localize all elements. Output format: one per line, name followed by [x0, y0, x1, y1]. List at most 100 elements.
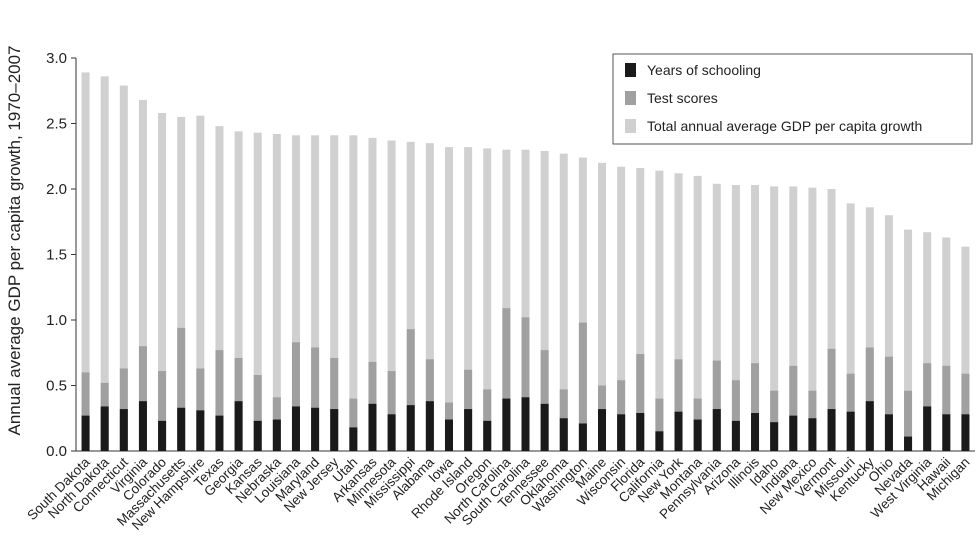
bar-years-schooling: [502, 398, 511, 451]
bar-years-schooling: [464, 409, 473, 451]
y-tick-label: 2.0: [46, 181, 67, 198]
bar-years-schooling: [598, 409, 607, 451]
bar-test-scores: [961, 373, 970, 451]
bar-total-growth: [521, 149, 530, 451]
bar-years-schooling: [578, 423, 587, 451]
bar-total-growth: [617, 166, 626, 452]
bar-years-schooling: [387, 414, 396, 451]
bar-test-scores: [349, 398, 358, 451]
bar-total-growth: [731, 185, 740, 451]
bar-total-growth: [961, 246, 970, 451]
bar-test-scores: [502, 308, 511, 451]
bar-total-growth: [636, 168, 645, 452]
bar-total-growth: [865, 207, 874, 451]
bar-years-schooling: [961, 414, 970, 451]
bar-years-schooling: [521, 397, 530, 451]
bar-years-schooling: [100, 406, 109, 451]
bar-total-growth: [291, 135, 300, 452]
bar-test-scores: [865, 347, 874, 451]
bar-years-schooling: [655, 431, 664, 451]
bar-years-schooling: [770, 422, 779, 451]
bar-total-growth: [311, 135, 320, 452]
bar-total-growth: [425, 143, 434, 451]
bar-years-schooling: [81, 415, 90, 451]
bar-years-schooling: [234, 401, 243, 451]
y-tick-label: 0.0: [46, 443, 67, 460]
bar-test-scores: [712, 360, 721, 451]
bar-years-schooling: [617, 414, 626, 451]
bar-total-growth: [119, 85, 128, 451]
bar-years-schooling: [291, 406, 300, 451]
bar-total-growth: [884, 215, 893, 451]
bar-test-scores: [770, 390, 779, 451]
bar-years-schooling: [119, 409, 128, 451]
bar-total-growth: [483, 148, 492, 451]
bar-total-growth: [923, 232, 932, 451]
bar-years-schooling: [138, 401, 147, 451]
bar-years-schooling: [158, 420, 167, 451]
bar-test-scores: [827, 348, 836, 451]
bar-years-schooling: [674, 411, 683, 451]
bar-total-growth: [234, 131, 243, 452]
bar-test-scores: [884, 356, 893, 451]
bar-years-schooling: [751, 413, 760, 451]
bar-test-scores: [636, 354, 645, 451]
bar-total-growth: [330, 135, 339, 452]
y-axis-label: Annual average GDP per capita growth, 19…: [5, 45, 24, 435]
bar-test-scores: [138, 346, 147, 451]
bar-test-scores: [177, 327, 186, 451]
bar-total-growth: [712, 183, 721, 451]
bar-total-growth: [693, 175, 702, 451]
bar-years-schooling: [865, 401, 874, 451]
bar-years-schooling: [368, 403, 377, 451]
bar-test-scores: [751, 363, 760, 451]
bar-total-growth: [559, 153, 568, 451]
bar-total-growth: [540, 151, 549, 451]
y-tick-label: 3.0: [46, 50, 67, 67]
legend-years-schooling-swatch: [625, 63, 636, 77]
bar-total-growth: [827, 189, 836, 451]
bar-test-scores: [521, 317, 530, 451]
bar-test-scores: [674, 359, 683, 451]
bar-test-scores: [540, 350, 549, 451]
bar-test-scores: [789, 365, 798, 451]
bar-test-scores: [291, 342, 300, 451]
bar-total-growth: [158, 113, 167, 452]
bar-test-scores: [81, 372, 90, 451]
bar-years-schooling: [196, 410, 205, 451]
bar-total-growth: [502, 149, 511, 451]
bar-total-growth: [578, 157, 587, 451]
bar-test-scores: [942, 365, 951, 451]
bar-years-schooling: [272, 419, 281, 451]
bar-total-growth: [751, 185, 760, 451]
bar-total-growth: [598, 162, 607, 452]
legend-test-scores-swatch: [625, 91, 636, 105]
bar-years-schooling: [904, 436, 913, 451]
bar-total-growth: [808, 187, 817, 451]
bar-test-scores: [330, 357, 339, 451]
bar-years-schooling: [846, 411, 855, 451]
bar-years-schooling: [311, 407, 320, 451]
legend-box: [612, 53, 973, 145]
bar-total-growth: [846, 203, 855, 451]
bar-total-growth: [904, 229, 913, 451]
bar-test-scores: [215, 350, 224, 451]
bar-total-growth: [464, 147, 473, 451]
bar-years-schooling: [827, 409, 836, 451]
bar-years-schooling: [559, 418, 568, 451]
y-tick-label: 2.5: [46, 116, 67, 133]
bar-test-scores: [904, 390, 913, 451]
bar-years-schooling: [483, 420, 492, 451]
bar-test-scores: [158, 371, 167, 451]
legend-years-schooling-label: Years of schooling: [647, 62, 761, 78]
bar-years-schooling: [789, 415, 798, 451]
bar-years-schooling: [923, 406, 932, 451]
bar-years-schooling: [636, 413, 645, 451]
bar-total-growth: [81, 72, 90, 451]
bar-years-schooling: [712, 409, 721, 451]
bar-total-growth: [368, 137, 377, 451]
bar-test-scores: [253, 375, 262, 451]
bar-test-scores: [578, 322, 587, 451]
